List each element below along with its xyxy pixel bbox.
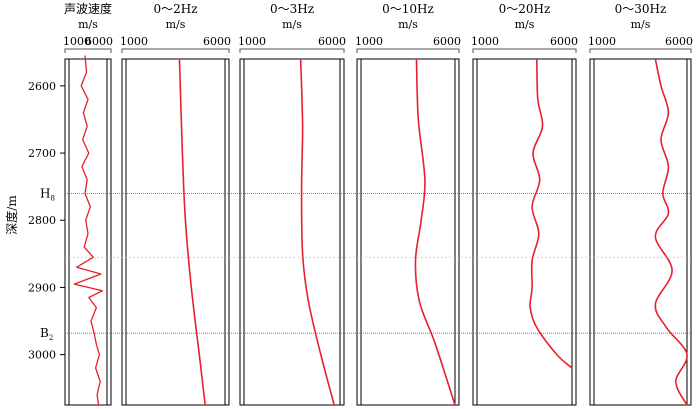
track-curve bbox=[414, 58, 456, 406]
track-frame bbox=[239, 58, 345, 406]
track-title: 0～10Hz bbox=[382, 2, 434, 16]
track-curve bbox=[299, 58, 335, 406]
track-tick-label-max: 6000 bbox=[433, 35, 461, 48]
y-tick-label: 2800 bbox=[28, 214, 56, 227]
horizon-label: H8 bbox=[40, 186, 55, 202]
track-tick-label-min: 1000 bbox=[120, 35, 148, 48]
track-title: 0～30Hz bbox=[615, 2, 667, 16]
y-tick-label: 2700 bbox=[28, 147, 56, 160]
track-scale-bracket bbox=[356, 48, 460, 53]
track-tick-label-max: 6000 bbox=[665, 35, 693, 48]
track-scale-bracket bbox=[472, 48, 577, 53]
track-frame bbox=[472, 58, 577, 406]
track-tick-label-min: 1000 bbox=[63, 35, 91, 48]
track-unit: m/s bbox=[282, 18, 302, 31]
track-scale-bracket bbox=[121, 48, 230, 53]
track-title: 0～3Hz bbox=[270, 2, 314, 16]
track-tick-label-max: 6000 bbox=[318, 35, 346, 48]
track-curve bbox=[529, 58, 573, 369]
track-tick-label-min: 1000 bbox=[588, 35, 616, 48]
track-frame bbox=[356, 58, 460, 406]
track-tick-label-min: 1000 bbox=[471, 35, 499, 48]
track-frame bbox=[121, 58, 230, 406]
track-frame bbox=[589, 58, 692, 406]
track-3: 0～3Hz m/s 1000 6000 bbox=[238, 2, 346, 406]
track-tick-label-min: 1000 bbox=[238, 35, 266, 48]
y-tick-label: 2600 bbox=[28, 80, 56, 93]
y-tick-label: 3000 bbox=[28, 349, 56, 362]
track-scale-bracket bbox=[64, 48, 112, 53]
y-tick-label: 2900 bbox=[28, 281, 56, 294]
track-curve bbox=[654, 58, 688, 406]
track-6: 0～30Hz m/s 1000 6000 bbox=[588, 2, 693, 406]
track-unit: m/s bbox=[398, 18, 418, 31]
track-unit: m/s bbox=[166, 18, 186, 31]
track-curve bbox=[178, 58, 206, 406]
track-unit: m/s bbox=[515, 18, 535, 31]
horizon-label: B2 bbox=[40, 326, 53, 342]
y-axis-label: 深度/m bbox=[4, 195, 19, 235]
track-unit: m/s bbox=[631, 18, 651, 31]
track-unit: m/s bbox=[78, 18, 98, 31]
track-4: 0～10Hz m/s 1000 6000 bbox=[355, 2, 461, 406]
track-title: 0～2Hz bbox=[153, 2, 197, 16]
track-tick-label-max: 6000 bbox=[85, 35, 113, 48]
track-frame bbox=[64, 58, 112, 406]
depth-axis: 2600 2700 2800 2900 3000 深度/m bbox=[4, 80, 65, 362]
track-title: 0～20Hz bbox=[499, 2, 551, 16]
track-2: 0～2Hz m/s 1000 6000 bbox=[120, 2, 231, 406]
track-title: 声波速度 bbox=[64, 1, 112, 16]
horizon-markers: H8 B2 bbox=[40, 186, 691, 342]
track-curve bbox=[73, 55, 104, 406]
track-5: 0～20Hz m/s 1000 6000 bbox=[471, 2, 578, 406]
track-tick-label-min: 1000 bbox=[355, 35, 383, 48]
track-scale-bracket bbox=[239, 48, 345, 53]
track-tick-label-max: 6000 bbox=[203, 35, 231, 48]
track-scale-bracket bbox=[589, 48, 692, 53]
track-tick-label-max: 6000 bbox=[550, 35, 578, 48]
